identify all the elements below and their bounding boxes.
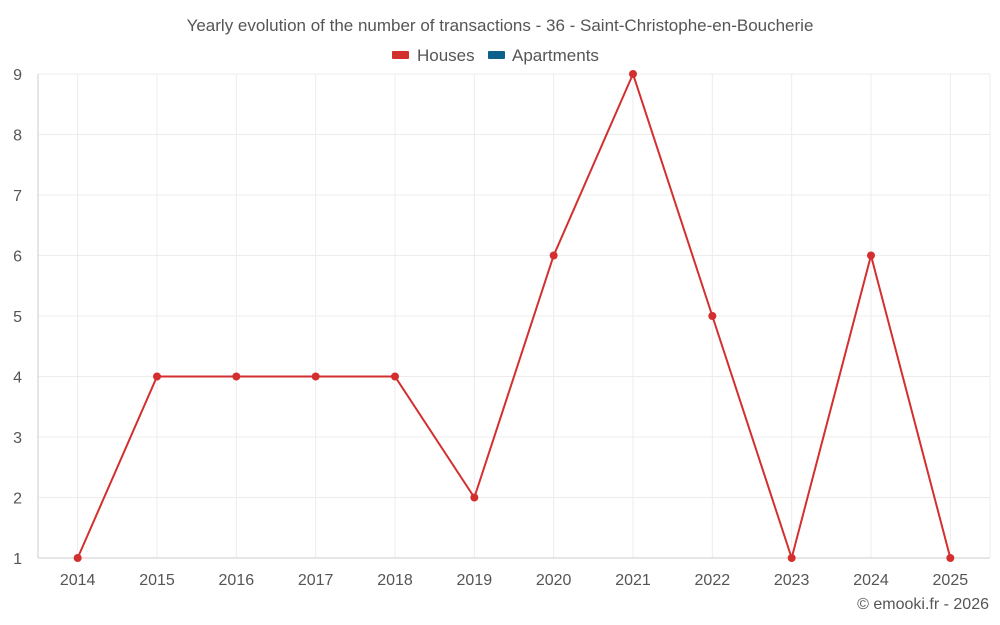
y-tick-label: 8 xyxy=(13,128,22,145)
y-tick-label: 4 xyxy=(13,370,22,387)
y-tick-label: 1 xyxy=(13,551,22,568)
x-tick-label: 2020 xyxy=(536,572,572,589)
series-houses xyxy=(73,70,955,562)
x-tick-label: 2016 xyxy=(219,572,255,589)
chart-title: Yearly evolution of the number of transa… xyxy=(187,16,814,35)
y-tick-label: 2 xyxy=(13,491,22,508)
data-point-houses-2020[interactable] xyxy=(549,251,558,260)
data-point-houses-2024[interactable] xyxy=(867,251,875,260)
legend-swatch-apartments xyxy=(488,51,505,59)
y-tick-label: 9 xyxy=(13,67,22,84)
x-tick-label: 2017 xyxy=(298,572,334,589)
y-tick-label: 3 xyxy=(13,430,22,447)
legend-label-apartments: Apartments xyxy=(512,46,599,65)
x-tick-label: 2014 xyxy=(60,572,96,589)
x-tick-label: 2019 xyxy=(457,572,493,589)
x-tick-label: 2024 xyxy=(853,572,889,589)
legend-item-apartments[interactable]: Apartments xyxy=(488,46,599,65)
data-point-houses-2014[interactable] xyxy=(73,554,82,562)
x-tick-label: 2025 xyxy=(933,572,969,589)
data-point-houses-2017[interactable] xyxy=(311,372,320,381)
y-axis-ticks: 1 2 3 4 5 6 7 8 9 xyxy=(13,67,22,568)
grid xyxy=(38,73,991,558)
data-point-houses-2023[interactable] xyxy=(787,554,796,562)
axes xyxy=(37,74,990,559)
legend-item-houses[interactable]: Houses xyxy=(392,46,475,65)
y-tick-label: 6 xyxy=(13,249,22,266)
data-point-houses-2022[interactable] xyxy=(708,312,717,320)
data-point-houses-2015[interactable] xyxy=(153,372,161,381)
x-tick-label: 2022 xyxy=(695,572,731,589)
x-tick-label: 2023 xyxy=(774,572,810,589)
data-point-houses-2025[interactable] xyxy=(946,554,955,562)
data-point-houses-2018[interactable] xyxy=(391,372,399,381)
y-tick-label: 5 xyxy=(13,309,22,326)
data-point-houses-2016[interactable] xyxy=(232,372,241,381)
x-tick-label: 2015 xyxy=(139,572,175,589)
x-tick-label: 2018 xyxy=(377,572,413,589)
x-axis-ticks: 2014 2015 2016 2017 2018 2019 2020 2021 2022 2023… xyxy=(60,572,968,589)
data-point-houses-2021[interactable] xyxy=(629,70,637,78)
x-tick-label: 2021 xyxy=(615,572,651,589)
legend-swatch-houses xyxy=(392,51,409,59)
series-line-houses xyxy=(76,71,952,562)
legend: Houses Apartments xyxy=(392,46,599,65)
legend-label-houses: Houses xyxy=(417,46,475,65)
credit: © emooki.fr - 2026 xyxy=(857,596,989,613)
y-tick-label: 7 xyxy=(13,188,22,205)
data-point-houses-2019[interactable] xyxy=(470,493,479,502)
